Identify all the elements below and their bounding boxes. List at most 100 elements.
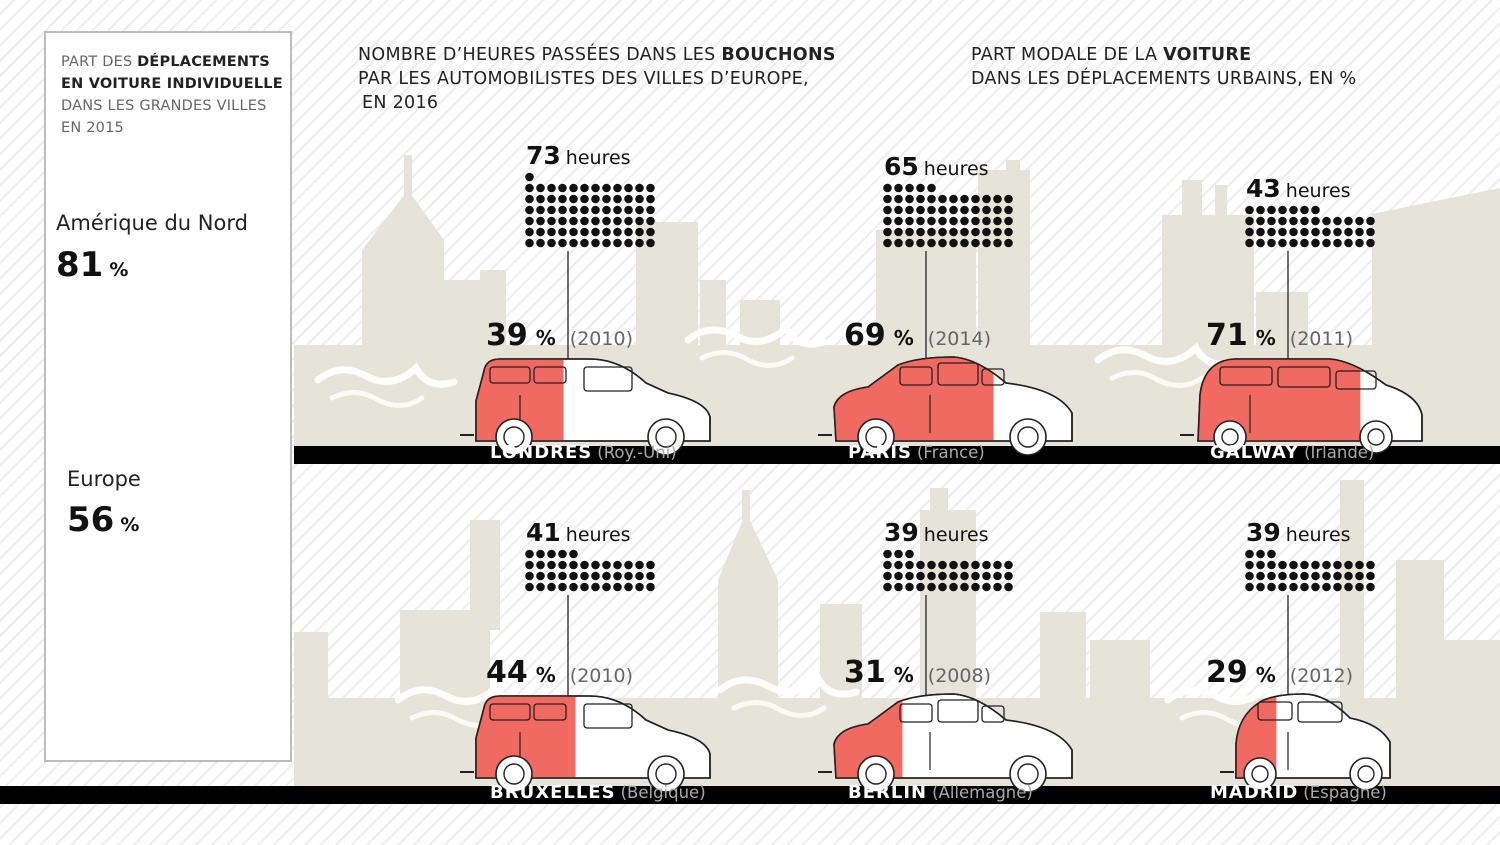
road-top	[294, 446, 1500, 464]
hours-dots-1	[883, 183, 1013, 248]
hour-dot	[569, 227, 578, 237]
hour-dot	[624, 216, 633, 226]
hour-dot	[927, 194, 936, 204]
share-value: 44	[486, 655, 528, 690]
hour-dot	[916, 205, 925, 215]
hour-dot	[993, 238, 1002, 248]
car-3	[460, 695, 711, 793]
hour-dot	[525, 227, 534, 237]
regional-share-panel: PART DES DÉPLACEMENTS EN VOITURE INDIVID…	[44, 31, 292, 762]
hour-dot	[602, 183, 611, 193]
hour-dot	[624, 560, 633, 570]
hour-dot	[1344, 582, 1353, 592]
hour-dot	[1004, 582, 1013, 592]
hour-dot	[1300, 227, 1309, 237]
city-name: BERLIN	[848, 782, 928, 803]
hour-dot	[624, 571, 633, 581]
hour-dot	[646, 216, 655, 226]
hour-dot	[894, 238, 903, 248]
hour-dot	[580, 560, 589, 570]
hour-dot	[949, 227, 958, 237]
hour-dot	[1300, 205, 1309, 215]
exhaust-smoke	[1094, 342, 1238, 388]
hour-dot	[1333, 227, 1342, 237]
hour-dot	[558, 205, 567, 215]
hour-dot	[1245, 216, 1254, 226]
skyline-building	[930, 488, 948, 514]
hour-dot	[547, 560, 556, 570]
hour-dot	[916, 560, 925, 570]
hour-dot	[569, 549, 578, 559]
skyline-building	[1162, 215, 1254, 350]
hour-dot	[591, 194, 600, 204]
hour-dot	[613, 238, 622, 248]
hour-dot	[927, 183, 936, 193]
hour-dot	[635, 560, 644, 570]
share-label-madrid: 29% (2012)	[1206, 658, 1353, 688]
hour-dot	[927, 560, 936, 570]
share-unit: %	[1255, 663, 1276, 687]
hour-dot	[982, 238, 991, 248]
hour-dot	[927, 227, 936, 237]
panel-title-line-1: PART DES DÉPLACEMENTS	[61, 54, 270, 70]
hour-dot	[580, 227, 589, 237]
hour-dot	[982, 227, 991, 237]
hour-dot	[938, 560, 947, 570]
skyline-building	[1396, 560, 1444, 700]
legend-hours-line-3: EN 2016	[362, 93, 439, 113]
hour-dot	[949, 205, 958, 215]
hour-dot	[624, 183, 633, 193]
hour-dot	[525, 183, 534, 193]
hour-dot	[1256, 560, 1265, 570]
hour-dot	[1256, 216, 1265, 226]
hour-dot	[960, 582, 969, 592]
hour-dot	[558, 227, 567, 237]
car-hub	[865, 426, 887, 448]
hour-dot	[536, 183, 545, 193]
hour-dot	[1355, 560, 1364, 570]
hour-dot	[1256, 205, 1265, 215]
car-window	[1335, 370, 1377, 390]
hour-dot	[938, 227, 947, 237]
hour-dot	[949, 216, 958, 226]
hour-dot	[1311, 582, 1320, 592]
share-label-bruxelles: 44% (2010)	[486, 658, 633, 688]
hour-dot	[883, 205, 892, 215]
hour-dot	[1333, 238, 1342, 248]
skyline-building	[1215, 185, 1227, 220]
hour-dot	[1267, 205, 1276, 215]
hour-dot	[635, 582, 644, 592]
exhaust-smoke	[314, 362, 458, 408]
skyline-building	[820, 604, 862, 700]
country-name: (Irlande)	[1304, 443, 1375, 462]
skyline-building	[1440, 640, 1500, 700]
hour-dot	[547, 205, 556, 215]
hour-dot	[558, 560, 567, 570]
car-hub	[1017, 426, 1039, 448]
hour-dot	[927, 238, 936, 248]
hour-dot	[646, 183, 655, 193]
hour-dot	[938, 205, 947, 215]
hour-dot	[993, 205, 1002, 215]
hour-dot	[883, 216, 892, 226]
car-window	[583, 703, 633, 729]
share-year: (2008)	[927, 665, 991, 687]
car-window	[899, 366, 933, 386]
hour-dot	[1278, 205, 1287, 215]
hours-value: 39	[884, 518, 919, 547]
panel-title-line-4: EN 2015	[61, 120, 124, 136]
hour-dot	[1256, 549, 1265, 559]
hours-label-galway: 43 heures	[1246, 176, 1351, 201]
hours-value: 65	[884, 152, 919, 181]
skyline-building	[470, 520, 500, 630]
hour-dot	[1245, 571, 1254, 581]
car-window	[899, 703, 933, 723]
hour-dot	[916, 571, 925, 581]
hours-dots-3	[525, 549, 655, 592]
hour-dot	[558, 571, 567, 581]
hour-dot	[905, 582, 914, 592]
hour-dot	[949, 582, 958, 592]
hour-dot	[1311, 238, 1320, 248]
hour-dot	[1289, 205, 1298, 215]
hour-dot	[894, 582, 903, 592]
